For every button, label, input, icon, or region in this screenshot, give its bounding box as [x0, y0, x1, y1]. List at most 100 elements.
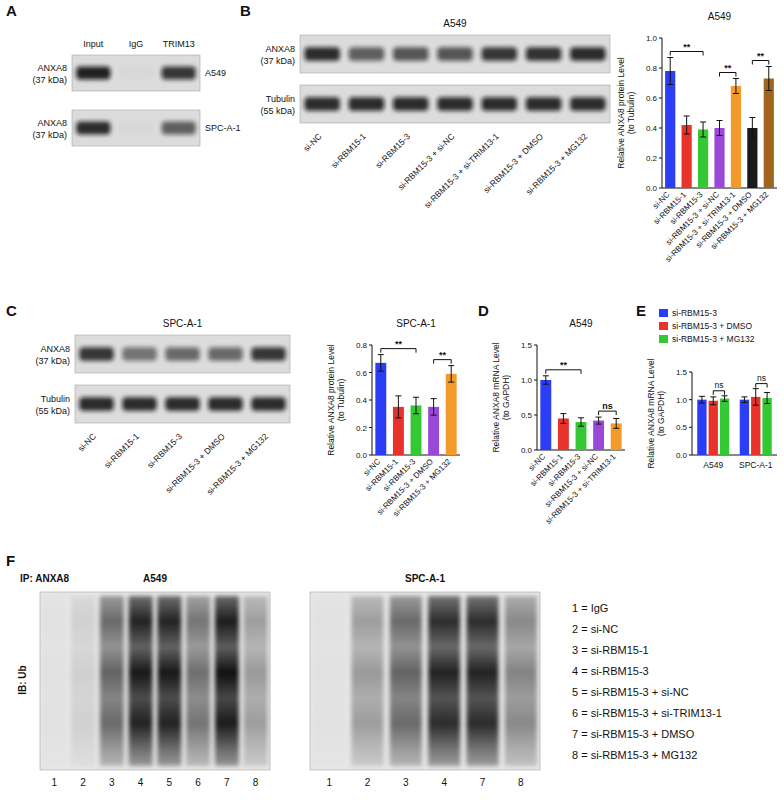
- error-bar: [753, 389, 759, 406]
- y-tick: [659, 38, 662, 39]
- x-tick-label: si-RBM15-3 + MG132: [709, 190, 771, 252]
- bar: [446, 374, 457, 455]
- bracket: [752, 61, 768, 65]
- y-tick-label: 0.0: [646, 184, 658, 193]
- y-axis: [662, 38, 663, 188]
- bracket: [720, 73, 736, 77]
- error-cap: [596, 424, 602, 425]
- lane-number: 2: [365, 777, 371, 788]
- error-line: [752, 118, 753, 139]
- band: [122, 397, 156, 411]
- error-cap: [378, 354, 384, 355]
- cell-label: SPC-A-1: [205, 123, 241, 133]
- error-line: [398, 396, 399, 418]
- error-cap: [722, 401, 728, 402]
- smear: [157, 596, 181, 766]
- panel-letter: F: [6, 552, 15, 569]
- error-cap: [395, 395, 401, 396]
- error-line: [719, 121, 720, 136]
- band: [208, 397, 242, 411]
- significance: **: [683, 42, 691, 52]
- y-tick-label: 0.0: [676, 451, 688, 460]
- bar: [762, 398, 771, 455]
- lane-number: 4: [441, 777, 447, 788]
- error-bar: [722, 396, 728, 402]
- error-line: [768, 67, 769, 91]
- error-cap: [448, 365, 454, 366]
- legend-label: si-RBM15-3 + MG132: [672, 334, 755, 344]
- bar: [540, 380, 551, 450]
- blot-strip: [300, 35, 610, 73]
- bars: [375, 355, 456, 455]
- legend-swatch: [659, 335, 668, 343]
- error-cap: [395, 417, 401, 418]
- smear: [351, 596, 383, 766]
- bracket: [713, 391, 724, 395]
- error-line: [380, 355, 381, 372]
- significance: **: [395, 339, 403, 349]
- chart-title: A549: [708, 11, 732, 22]
- chart-title: A549: [569, 318, 593, 329]
- error-bar: [717, 121, 723, 136]
- error-line: [744, 397, 745, 403]
- bar: [576, 422, 587, 450]
- band: [251, 397, 285, 411]
- lane-label: si-RBM15-3: [373, 131, 412, 170]
- band: [393, 47, 428, 61]
- error-cap: [749, 138, 755, 139]
- error-cap: [741, 396, 747, 397]
- error-cap: [578, 426, 584, 427]
- band: [349, 47, 384, 61]
- band: [393, 97, 428, 111]
- blot-strip: [72, 55, 200, 91]
- y-tick: [689, 455, 692, 456]
- y-tick-label: 1.5: [521, 341, 533, 350]
- row-label: ANXA8: [40, 344, 70, 354]
- y-label-line: Relative ANXA8 mRNA Level: [491, 342, 501, 452]
- y-tick: [369, 455, 372, 456]
- error-bar: [700, 122, 706, 137]
- error-bar: [543, 376, 549, 384]
- band: [570, 47, 605, 61]
- error-cap: [733, 93, 739, 94]
- key-entry: 4 = si-RBM15-3: [572, 665, 649, 677]
- bracket: [381, 349, 416, 353]
- significance: ns: [757, 373, 766, 383]
- smear: [42, 596, 66, 766]
- bar: [375, 363, 386, 455]
- smear: [428, 596, 460, 766]
- band: [208, 347, 242, 361]
- error-cap: [717, 120, 723, 121]
- y-tick-label: 1.0: [521, 376, 533, 385]
- x-tick-label: si-RBM15-3 + MG132: [391, 457, 453, 519]
- error-cap: [578, 417, 584, 418]
- row-size: (37 kDa): [260, 56, 295, 66]
- band: [304, 47, 339, 61]
- band: [76, 67, 110, 80]
- y-tick: [659, 188, 662, 189]
- error-cap: [700, 137, 706, 138]
- smear: [466, 596, 498, 766]
- legend-label: si-RBM15-3: [672, 308, 717, 318]
- bar: [558, 419, 569, 451]
- y-label: Relative ANXA8 protein Level(to Tubulin): [326, 344, 346, 456]
- error-bar: [699, 396, 705, 403]
- error-cap: [543, 375, 549, 376]
- band: [162, 122, 196, 135]
- error-cap: [413, 397, 419, 398]
- error-bar: [766, 67, 772, 91]
- band: [79, 347, 113, 361]
- bar: [720, 399, 729, 455]
- band: [349, 97, 384, 111]
- band: [76, 122, 110, 135]
- y-tick: [369, 345, 372, 346]
- error-cap: [766, 90, 772, 91]
- row-size: (37 kDa): [35, 356, 70, 366]
- error-cap: [560, 423, 566, 424]
- y-label-line: (to GAPDH): [656, 391, 666, 437]
- lane-label: si-NC: [76, 431, 98, 453]
- significance: ns: [602, 401, 613, 411]
- error-bar: [710, 397, 716, 405]
- key-entry: 8 = si-RBM15-3 + MG132: [572, 749, 697, 761]
- bars: [665, 58, 774, 189]
